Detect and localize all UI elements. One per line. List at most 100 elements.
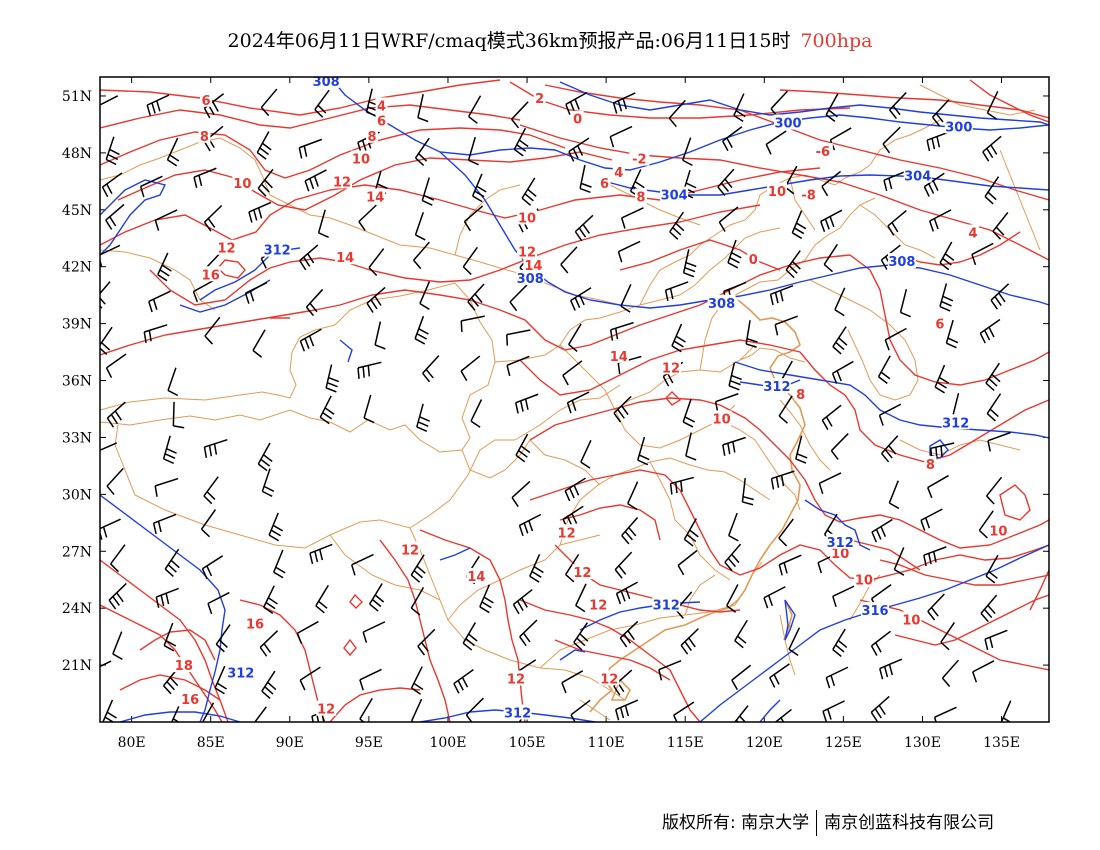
temperature-contour-label-bg — [599, 670, 620, 686]
wind-barb — [157, 252, 172, 282]
temperature-contour-label: 4 — [377, 99, 386, 114]
temperature-contour-label-bg — [747, 251, 760, 267]
height-contour-label: 308 — [313, 75, 340, 90]
wind-barb — [254, 706, 267, 722]
wind-barb — [139, 175, 163, 198]
wind-barb — [105, 353, 127, 379]
temperature-contour-label-bg — [794, 385, 807, 401]
temperature-contour-label-bg — [924, 456, 937, 471]
wind-barb — [832, 326, 848, 355]
wind-barb — [309, 543, 333, 565]
wind-barb — [422, 355, 440, 383]
wind-barb — [521, 177, 537, 206]
temperature-contour-label: -2 — [632, 153, 646, 168]
wind-barb — [509, 284, 528, 312]
wind-barbs — [100, 88, 1012, 722]
wind-barb — [167, 367, 179, 397]
wind-barb — [463, 205, 484, 232]
wind-barb — [934, 364, 950, 394]
wind-barb — [108, 582, 127, 610]
wind-barb — [664, 281, 689, 302]
wind-barb — [718, 206, 739, 232]
wind-barb — [617, 240, 641, 263]
wind-barb — [325, 364, 340, 393]
wind-barb — [930, 442, 955, 460]
wind-barb — [573, 622, 589, 651]
wind-barb — [682, 249, 697, 278]
temperature-contour-label: 6 — [935, 318, 944, 333]
wind-barb — [518, 513, 542, 537]
wind-barb — [467, 283, 485, 311]
wind-barb — [986, 393, 1002, 422]
wind-barb — [257, 168, 274, 197]
height-contour-label-bg — [903, 167, 932, 183]
temperature-contour-label: 12 — [662, 361, 680, 376]
height-contour-label: 304 — [661, 189, 688, 204]
wind-barb — [685, 432, 697, 461]
wind-barb — [992, 211, 1009, 240]
wind-barb — [201, 555, 224, 580]
wind-barb — [570, 287, 592, 311]
wind-barb — [940, 621, 956, 651]
temperature-contour-label-bg — [572, 564, 593, 580]
wind-barb — [821, 170, 842, 197]
temperature-contour-label-bg — [200, 266, 221, 282]
wind-barb — [170, 706, 180, 722]
wind-barb — [417, 94, 429, 123]
wind-barb — [410, 666, 424, 695]
wind-barb — [261, 670, 277, 699]
temperature-contour-label-bg — [316, 700, 337, 716]
lat-tick-label: 36N — [62, 374, 92, 390]
temperature-contour-label-bg — [198, 127, 211, 143]
temperature-contour-label: -8 — [801, 189, 815, 204]
temperature-contour-label: 12 — [333, 175, 351, 190]
temperature-contour-label: 0 — [749, 253, 758, 268]
wind-barb — [658, 660, 682, 681]
temperature-contour-label-bg — [812, 142, 833, 158]
footer-copyright: 版权所有: 南京大学 南京创蓝科技有限公司 — [662, 808, 994, 836]
wind-barb — [564, 553, 580, 583]
temperature-contour-label-bg — [505, 670, 526, 686]
temperature-contour-label-bg — [830, 545, 851, 561]
wind-barb — [468, 95, 482, 124]
wind-barb — [166, 137, 180, 167]
lat-tick-label: 45N — [62, 203, 92, 219]
wind-barb — [831, 360, 854, 384]
wind-barb — [778, 395, 793, 424]
wind-barb — [769, 284, 794, 306]
wind-barb — [741, 478, 754, 506]
temperature-contour-label-bg — [660, 359, 681, 375]
temperature-contour-label: 12 — [401, 543, 419, 558]
lon-tick-label: 130E — [904, 735, 941, 751]
wind-barb — [143, 324, 168, 343]
wind-barb — [825, 93, 839, 122]
wind-barb — [834, 287, 846, 317]
wind-barb — [201, 702, 215, 722]
wind-barb — [871, 518, 893, 543]
wind-barb — [941, 659, 959, 688]
wind-barb — [733, 93, 746, 123]
temperature-contour-label-bg — [556, 524, 577, 540]
wind-barb — [774, 315, 798, 336]
wind-barb — [825, 666, 849, 689]
wind-barb — [579, 164, 592, 193]
wind-barb — [248, 201, 272, 223]
wind-barb — [987, 431, 1011, 452]
wind-barb — [971, 242, 994, 266]
wind-barb — [421, 177, 435, 206]
wind-barb — [984, 629, 1008, 651]
wind-barb — [296, 620, 319, 644]
wind-barb — [669, 211, 685, 240]
wind-barb — [363, 394, 375, 424]
lat-tick-label: 33N — [62, 430, 92, 446]
wind-barb — [257, 442, 273, 472]
height-contour-label-bg — [941, 414, 970, 430]
wind-barb — [460, 315, 485, 332]
wind-barb — [621, 207, 644, 229]
height-contour-label-bg — [762, 378, 791, 394]
lon-tick-label: 95E — [355, 735, 383, 751]
temperature-contour-label: 12 — [217, 242, 235, 257]
wind-barb — [358, 204, 377, 232]
